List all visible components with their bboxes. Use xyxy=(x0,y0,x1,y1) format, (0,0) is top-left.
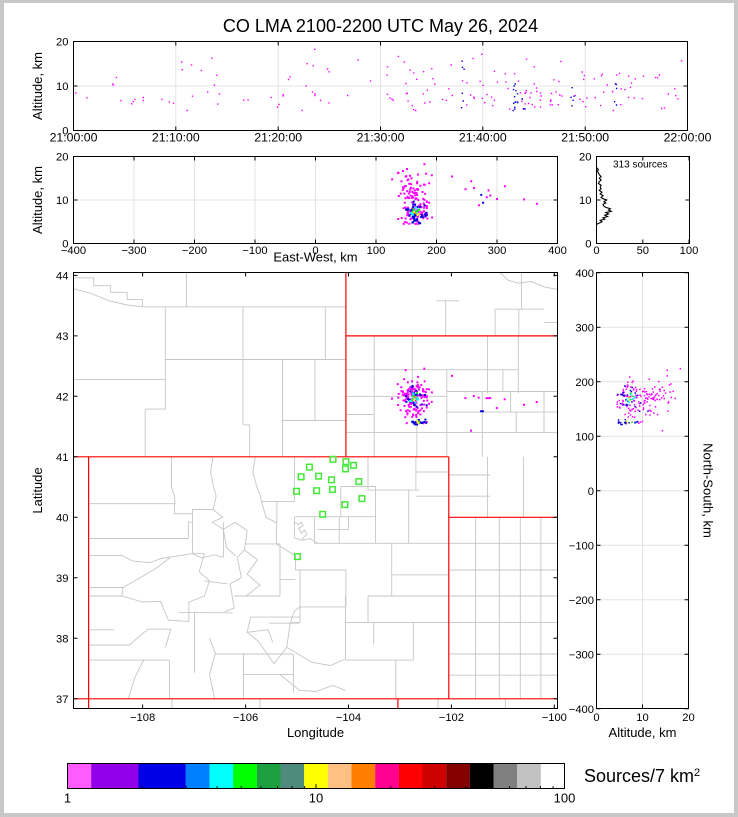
svg-text:Altitude, km: Altitude, km xyxy=(30,166,45,234)
svg-text:20: 20 xyxy=(579,152,591,164)
svg-text:44: 44 xyxy=(56,270,68,282)
svg-text:200: 200 xyxy=(427,245,446,257)
svg-text:0: 0 xyxy=(585,239,591,251)
svg-text:313 sources: 313 sources xyxy=(613,160,667,171)
svg-text:CO LMA 2100-2200 UTC May 26, 2: CO LMA 2100-2200 UTC May 26, 2024 xyxy=(223,16,538,36)
svg-text:−100: −100 xyxy=(569,540,594,552)
svg-text:−400: −400 xyxy=(569,704,594,716)
svg-text:Longitude: Longitude xyxy=(287,725,344,740)
svg-text:37: 37 xyxy=(56,694,68,706)
svg-text:0: 0 xyxy=(588,486,594,498)
svg-text:Sources/7 km2: Sources/7 km2 xyxy=(584,766,700,786)
svg-text:100: 100 xyxy=(367,245,386,257)
svg-text:North-South, km: North-South, km xyxy=(701,443,716,538)
svg-text:−100: −100 xyxy=(242,245,267,257)
svg-text:Altitude, km: Altitude, km xyxy=(30,52,45,120)
svg-text:−400: −400 xyxy=(61,245,86,257)
svg-text:−106: −106 xyxy=(233,712,258,724)
svg-text:−200: −200 xyxy=(569,595,594,607)
svg-text:0: 0 xyxy=(62,239,68,251)
svg-text:39: 39 xyxy=(56,573,68,585)
svg-text:20: 20 xyxy=(682,712,694,724)
svg-text:20: 20 xyxy=(56,37,68,49)
svg-text:−100: −100 xyxy=(542,712,567,724)
svg-text:200: 200 xyxy=(575,377,594,389)
svg-text:−300: −300 xyxy=(569,649,594,661)
svg-text:10: 10 xyxy=(56,195,68,207)
svg-text:100: 100 xyxy=(575,431,594,443)
svg-text:10: 10 xyxy=(579,195,591,207)
svg-text:−108: −108 xyxy=(130,712,155,724)
svg-text:400: 400 xyxy=(575,268,594,280)
svg-text:400: 400 xyxy=(548,245,567,257)
svg-text:0: 0 xyxy=(593,712,599,724)
svg-text:0: 0 xyxy=(312,245,318,257)
svg-text:22:00:00: 22:00:00 xyxy=(664,131,712,145)
svg-text:21:20:00: 21:20:00 xyxy=(254,131,302,145)
svg-text:100: 100 xyxy=(554,791,576,806)
svg-text:0: 0 xyxy=(62,126,68,138)
svg-text:−104: −104 xyxy=(336,712,361,724)
svg-text:20: 20 xyxy=(56,152,68,164)
svg-text:10: 10 xyxy=(636,712,648,724)
svg-text:−200: −200 xyxy=(182,245,207,257)
svg-text:50: 50 xyxy=(637,245,649,257)
svg-text:10: 10 xyxy=(309,791,323,806)
svg-text:41: 41 xyxy=(56,452,68,464)
svg-text:40: 40 xyxy=(56,512,68,524)
svg-text:10: 10 xyxy=(56,81,68,93)
svg-text:−300: −300 xyxy=(121,245,146,257)
svg-text:38: 38 xyxy=(56,633,68,645)
svg-text:1: 1 xyxy=(64,791,71,806)
svg-text:0: 0 xyxy=(593,245,599,257)
svg-text:East-West, km: East-West, km xyxy=(273,250,357,265)
svg-text:300: 300 xyxy=(488,245,507,257)
svg-text:21:10:00: 21:10:00 xyxy=(152,131,200,145)
svg-text:Latitude: Latitude xyxy=(30,467,45,513)
svg-text:43: 43 xyxy=(56,331,68,343)
svg-text:21:00:00: 21:00:00 xyxy=(50,131,98,145)
svg-text:21:40:00: 21:40:00 xyxy=(459,131,507,145)
svg-text:Altitude, km: Altitude, km xyxy=(609,725,677,740)
svg-text:300: 300 xyxy=(575,322,594,334)
svg-text:−102: −102 xyxy=(439,712,464,724)
svg-text:42: 42 xyxy=(56,391,68,403)
svg-text:100: 100 xyxy=(680,245,699,257)
svg-text:21:50:00: 21:50:00 xyxy=(561,131,609,145)
svg-text:21:30:00: 21:30:00 xyxy=(357,131,405,145)
